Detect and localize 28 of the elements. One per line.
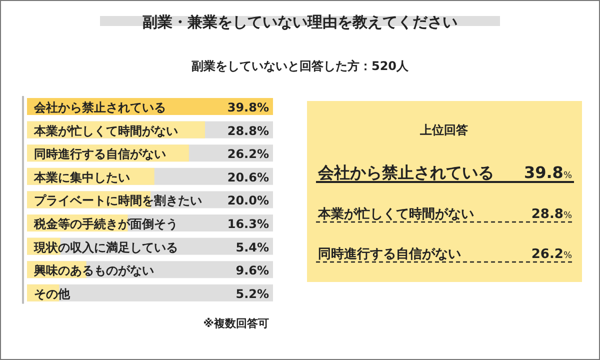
category-label: 同時進行する自信がない [318,247,461,262]
data-label: 5.2% [236,286,269,301]
text: ※複数回答可 [203,317,269,330]
y-tick-label: 会社から禁止されている [33,100,166,114]
category-label: 会社から禁止されている [317,163,494,182]
y-tick-label: 本業に集中したい [33,170,130,184]
text: 上位回答 [419,123,469,137]
data-label: 28.8% [531,207,572,222]
data-label: 26.2% [227,147,269,162]
text: 副業をしていないと回答した方：520人 [191,59,410,73]
y-tick-label: 税金等の手続きが面倒そう [33,217,178,231]
data-label: 9.6% [236,264,269,278]
data-label: 5.4% [236,240,269,254]
data-label: 20.6% [227,170,269,184]
y-tick-label: その他 [34,286,71,301]
data-label: 39.8% [227,100,269,114]
category-label: 本業が忙しくて時間がない [317,206,474,222]
data-label: 28.8% [227,124,269,138]
y-tick-label: 本業が忙しくて時間がない [33,124,178,138]
data-label: 39.8% [524,163,572,182]
y-tick-label: 興味のあるものがない [33,264,154,278]
y-tick-label: 現状の収入に満足している [33,240,178,254]
chart-title: 副業・兼業をしていない理由を教えてください [142,13,458,31]
y-tick-label: プライベートに時間を割きたい [34,194,202,208]
y-tick-label: 同時進行する自信がない [34,147,166,162]
data-label: 26.2% [531,247,572,262]
data-label: 20.0% [227,194,269,208]
data-label: 16.3% [227,217,269,231]
